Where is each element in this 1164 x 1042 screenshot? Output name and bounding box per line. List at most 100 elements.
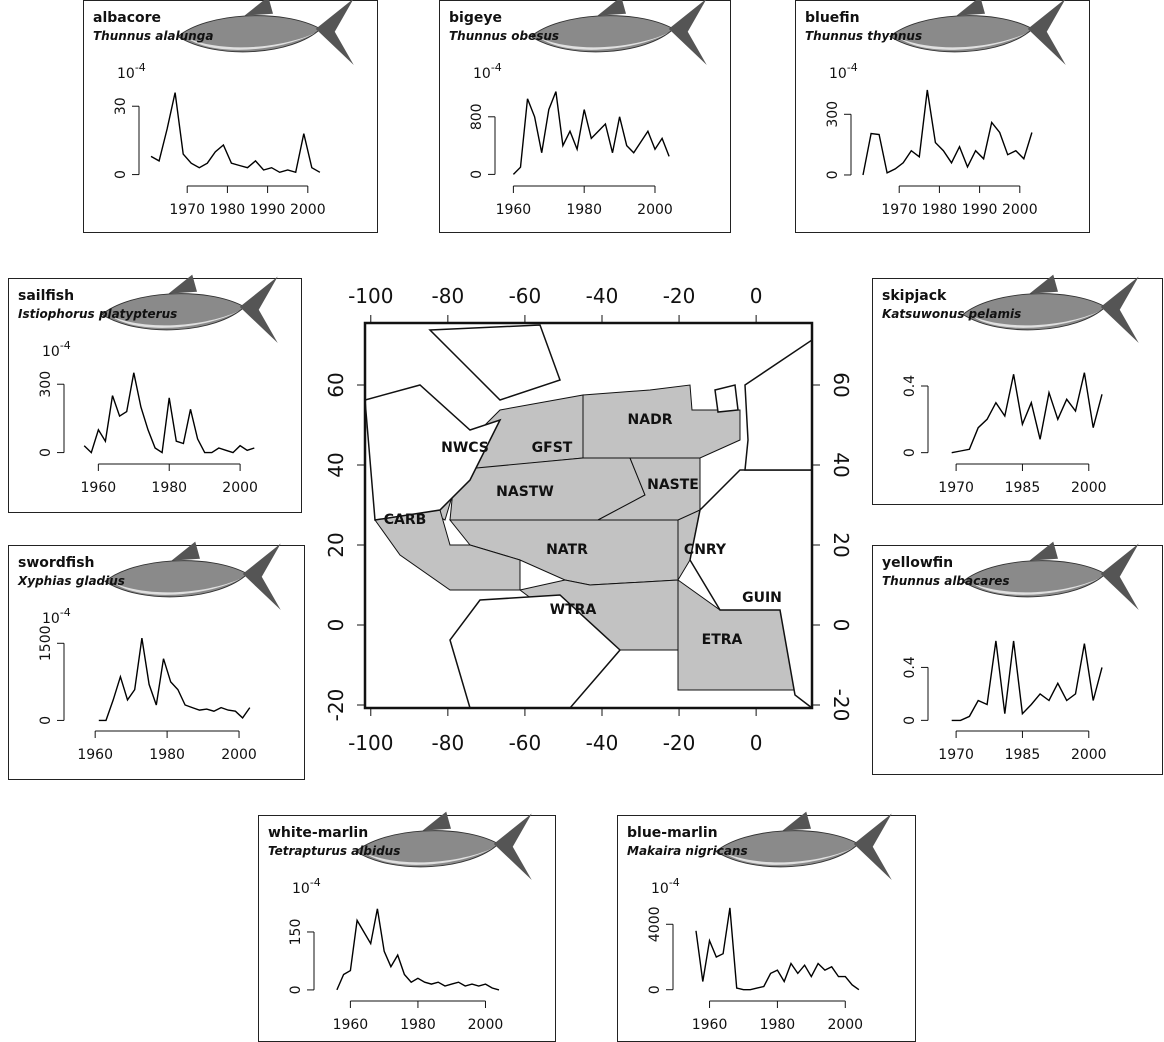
y-tick-label: 0: [825, 171, 841, 180]
x-tick-label: 2000: [468, 1017, 504, 1033]
x-tick-label: -80: [432, 731, 465, 755]
y-tick-label: 40: [829, 452, 853, 477]
y-tick-label: 0: [902, 448, 918, 457]
x-tick-label: 1980: [210, 202, 246, 218]
panel-title: bigeye: [449, 10, 502, 26]
y-tick-label: 0.4: [902, 375, 918, 397]
multiplier-base: 10: [117, 66, 135, 82]
y-tick-label: 0: [324, 619, 348, 632]
region-label: NASTW: [496, 484, 554, 500]
x-tick-label: 1970: [938, 480, 974, 496]
x-tick-label: -20: [663, 284, 696, 308]
x-tick-label: 2000: [1002, 202, 1038, 218]
panel-subtitle: Tetrapturus albidus: [268, 844, 400, 858]
panel-subtitle: Thunnus obesus: [449, 29, 559, 43]
x-tick-label: 2000: [1071, 747, 1107, 763]
y-tick-label: 40: [324, 452, 348, 477]
x-tick-label: 1960: [77, 747, 113, 763]
panel-title: sailfish: [18, 288, 74, 304]
x-tick-label: 1990: [250, 202, 286, 218]
panel-title: swordfish: [18, 555, 95, 571]
x-tick-label: 1985: [1005, 747, 1041, 763]
y-tick-label: 30: [113, 97, 129, 115]
multiplier-base: 10: [473, 66, 491, 82]
panel-subtitle: Thunnus thynnus: [805, 29, 922, 43]
region-label: CARB: [384, 512, 427, 528]
y-tick-label: 300: [825, 101, 841, 128]
panel-title: skipjack: [882, 288, 947, 304]
region-label: NADR: [628, 412, 673, 428]
y-tick-label: 800: [469, 103, 485, 130]
region-label: GUIN: [742, 590, 782, 606]
x-tick-label: -80: [432, 284, 465, 308]
x-tick-label: 1960: [496, 202, 532, 218]
x-tick-label: 2000: [637, 202, 673, 218]
multiplier-exponent: -4: [60, 606, 71, 619]
y-tick-label: 20: [324, 532, 348, 557]
region-label: WTRA: [550, 602, 597, 618]
x-tick-label: 2000: [222, 480, 258, 496]
multiplier-exponent: -4: [310, 876, 321, 889]
region-label: NASTE: [647, 477, 699, 493]
x-tick-label: 1960: [81, 480, 117, 496]
y-tick-label: 150: [288, 919, 304, 946]
multiplier-exponent: -4: [847, 61, 858, 74]
x-tick-label: 1980: [760, 1017, 796, 1033]
region-label: NWCS: [441, 440, 489, 456]
region-label: NATR: [546, 542, 588, 558]
x-tick-label: 1985: [1005, 480, 1041, 496]
y-tick-label: 0: [902, 716, 918, 725]
x-tick-label: 1960: [333, 1017, 369, 1033]
panel-title: blue-marlin: [627, 825, 718, 841]
y-tick-label: 0: [288, 985, 304, 994]
panel-subtitle: Makaira nigricans: [627, 844, 748, 858]
multiplier-exponent: -4: [491, 61, 502, 74]
panel-title: white-marlin: [268, 825, 368, 841]
x-tick-label: 1980: [149, 747, 185, 763]
y-tick-label: 60: [324, 372, 348, 397]
region-label: CNRY: [684, 542, 727, 558]
x-tick-label: 1980: [400, 1017, 436, 1033]
x-tick-label: 0: [750, 731, 763, 755]
x-tick-label: -60: [509, 284, 542, 308]
y-tick-label: 300: [38, 371, 54, 398]
y-tick-label: 4000: [647, 906, 663, 942]
y-tick-label: 0: [469, 170, 485, 179]
x-tick-label: 1970: [881, 202, 917, 218]
x-tick-label: 2000: [290, 202, 326, 218]
x-tick-label: 1970: [169, 202, 205, 218]
figure: NADR NWCS GFST NASTW NASTE CARB NATR CNRY WTRA GU…: [0, 0, 1164, 1042]
x-tick-label: -100: [348, 284, 393, 308]
y-tick-label: 0: [829, 619, 853, 632]
map-area: NADR NWCS GFST NASTW NASTE CARB NATR CNRY WTRA GU…: [365, 323, 812, 708]
x-tick-label: 1980: [566, 202, 602, 218]
x-tick-label: 1980: [922, 202, 958, 218]
y-tick-label: 0.4: [902, 656, 918, 678]
multiplier-base: 10: [292, 881, 310, 897]
panel-subtitle: Thunnus alalunga: [93, 29, 213, 43]
y-tick-label: 1500: [38, 625, 54, 661]
multiplier-exponent: -4: [669, 876, 680, 889]
x-tick-label: 1970: [938, 747, 974, 763]
y-tick-label: 0: [38, 448, 54, 457]
y-tick-label: 0: [113, 170, 129, 179]
x-tick-label: 2000: [1071, 480, 1107, 496]
y-tick-label: 20: [829, 532, 853, 557]
panel-subtitle: Istiophorus platypterus: [18, 307, 177, 321]
multiplier-base: 10: [651, 881, 669, 897]
multiplier-exponent: -4: [135, 61, 146, 74]
region-label: GFST: [532, 440, 573, 456]
x-tick-label: -20: [663, 731, 696, 755]
region-label: ETRA: [702, 632, 743, 648]
y-tick-label: 0: [647, 985, 663, 994]
panel-subtitle: Xyphias gladius: [17, 574, 125, 588]
y-tick-label: -20: [324, 689, 348, 722]
y-tick-label: -20: [829, 689, 853, 722]
panel-title: albacore: [93, 10, 161, 26]
multiplier-base: 10: [42, 611, 60, 627]
y-tick-label: 60: [829, 372, 853, 397]
x-tick-label: 1990: [962, 202, 998, 218]
x-tick-label: -40: [586, 731, 619, 755]
panel-subtitle: Katsuwonus pelamis: [882, 307, 1021, 321]
x-tick-label: -60: [509, 731, 542, 755]
